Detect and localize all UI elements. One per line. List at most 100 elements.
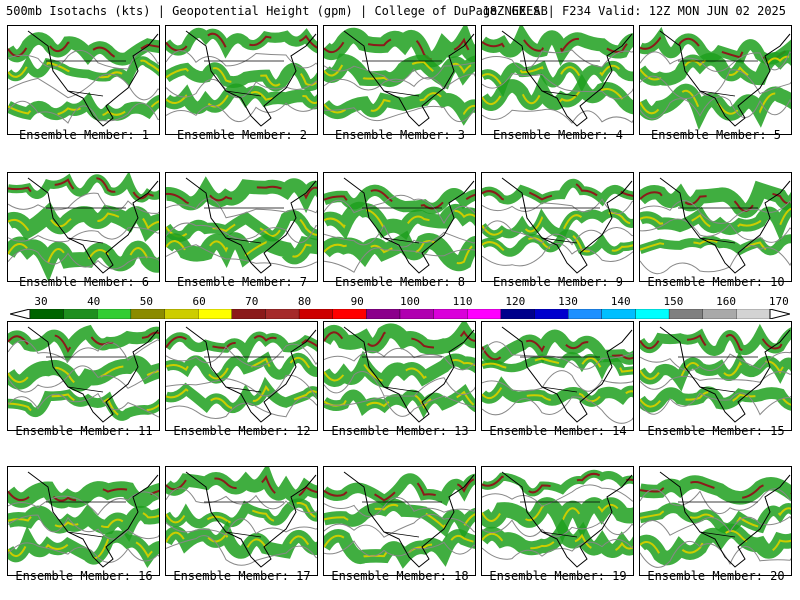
coastline [343,326,475,423]
height-contour [8,514,159,540]
height-contour [166,487,317,514]
height-contour [482,198,633,215]
height-contour [482,49,633,70]
height-contour [8,248,159,270]
isotach-band [640,475,791,505]
isotach-band [166,521,317,559]
political-border [678,356,758,393]
coastline [343,177,475,274]
ensemble-map-17 [165,466,318,576]
isotach-core [324,207,475,232]
political-border [678,501,758,538]
height-contour [640,351,791,372]
height-contour [640,50,791,72]
isotach-core [482,530,633,552]
height-contour [8,542,159,563]
isotach-core [482,232,633,254]
colorbar-swatch [231,309,266,319]
height-contour [166,50,317,69]
isotach-band [166,27,317,59]
ensemble-member-caption: Ensemble Member: 2 [176,128,308,142]
isotach-band [640,323,791,356]
isotach-core [166,531,317,554]
colorbar-swatch [534,309,569,319]
isotach-core [324,477,475,502]
height-contour [8,49,159,70]
ensemble-member-caption: Ensemble Member: 10 [647,275,785,289]
height-contour [324,224,475,248]
political-border [46,501,126,538]
ensemble-member-caption: Ensemble Member: 9 [492,275,624,289]
isotach-core [8,37,159,61]
isotach-band [482,352,633,380]
colorbar-swatch [198,309,232,319]
ensemble-member-caption: Ensemble Member: 3 [334,128,466,142]
height-contour [640,371,791,390]
ensemble-map-4 [481,25,634,135]
colorbar-tick-label: 120 [505,295,526,308]
colorbar-swatch [668,309,703,319]
coastline [659,471,791,568]
coastline [185,471,317,568]
colorbar-swatch [635,309,670,319]
isotach-band [324,322,475,355]
height-contour [482,519,633,537]
height-contour [166,198,317,219]
coastline [27,326,159,423]
height-contour [8,73,159,101]
height-contour [166,222,317,244]
coastline [27,30,159,127]
ensemble-map-6 [7,172,160,282]
colorbar-swatch [29,309,64,319]
coastline [27,471,159,568]
ensemble-map-9 [481,172,634,282]
isotach-band [640,502,791,534]
height-contour [640,69,791,100]
isotach-band [8,92,159,122]
isotach-core [166,474,317,498]
colorbar-swatch [433,309,468,319]
height-contour [482,370,633,392]
colorbar-swatch [467,309,502,319]
height-contour [8,491,159,516]
isotach-band [166,376,317,414]
political-border [46,356,126,393]
political-border [520,60,600,97]
height-contour [324,395,475,417]
isotach-core [324,240,475,265]
colorbar-tick-label: 90 [350,295,364,308]
isotach-core [640,360,791,382]
map-title: 500mb Isotachs (kts) | Geopotential Heig… [6,4,548,18]
ensemble-map-1 [7,25,160,135]
isotach-core [482,34,633,54]
coastline [185,177,317,274]
isotach-band [8,389,159,421]
height-contour [166,244,317,269]
coastline [27,177,159,274]
isotach-band [8,503,159,542]
height-contour [482,396,633,424]
isotach-core [640,530,791,560]
height-contour [8,227,159,243]
ensemble-member-caption: Ensemble Member: 18 [331,569,469,583]
isotach-core [640,55,791,81]
isotach-core [166,356,317,380]
political-border [362,207,442,244]
height-contour [640,218,791,243]
political-border [678,207,758,244]
colorbar-swatch [97,309,132,319]
height-contour [482,538,633,560]
isotach-band [166,467,317,503]
height-contour [482,242,633,267]
colorbar-swatch [736,309,771,319]
isotach-core [482,84,633,109]
isotach-core [324,359,475,383]
political-border [46,60,126,97]
colorbar-tick-label: 140 [610,295,631,308]
colorbar-arrow-left [10,309,31,319]
height-contour [324,62,475,83]
height-contour [640,540,791,568]
coastline [659,30,791,127]
ensemble-map-15 [639,321,792,431]
height-contour [640,515,791,536]
